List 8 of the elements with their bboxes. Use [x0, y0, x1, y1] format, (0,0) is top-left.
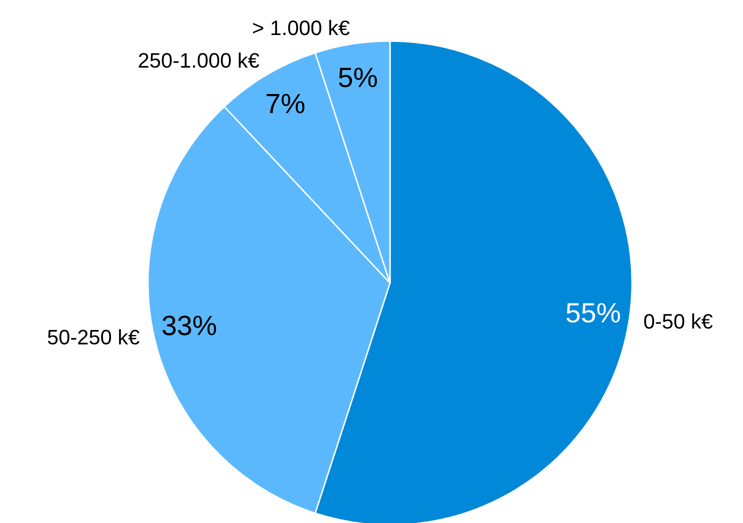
- slice-label: 250-1.000 k€: [138, 52, 260, 68]
- data-label: 5%: [338, 68, 377, 88]
- slice-label: > 1.000 k€: [253, 20, 350, 36]
- data-label: 33%: [162, 316, 216, 336]
- slice-label: 0-50 k€: [644, 313, 713, 329]
- slice-label: 50-250 k€: [48, 329, 140, 345]
- data-label: 7%: [266, 94, 304, 114]
- data-label: 55%: [566, 303, 620, 323]
